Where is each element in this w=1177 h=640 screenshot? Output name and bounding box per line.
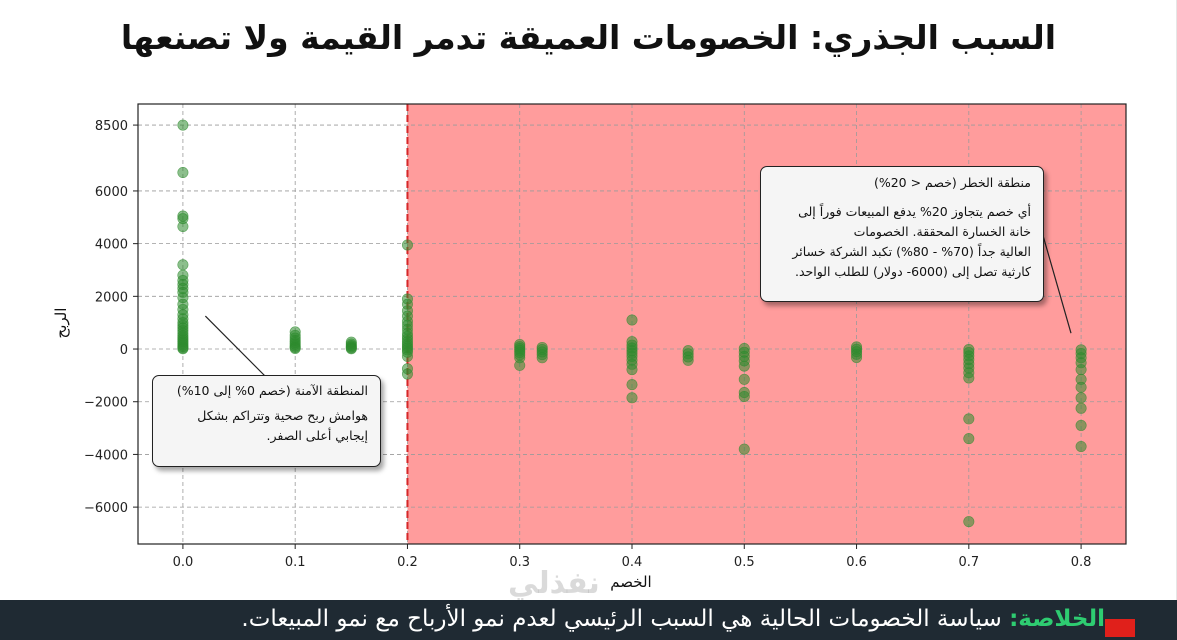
conclusion-text: الخلاصة: سياسة الخصومات الحالية هي السبب… — [241, 606, 1105, 632]
x-axis-label: الخصم — [610, 573, 651, 591]
danger-callout-line — [1041, 231, 1072, 334]
data-point — [1075, 419, 1087, 431]
y-tick-label: −6000 — [84, 501, 128, 516]
data-point — [851, 351, 863, 363]
conclusion-label: الخلاصة: — [1009, 606, 1105, 632]
data-point — [401, 368, 413, 380]
safe-annotation-line: إيجابي أعلى الصفر. — [266, 428, 368, 443]
x-tick-label: 0.0 — [173, 555, 194, 570]
data-point — [1075, 392, 1087, 404]
danger-annotation-line: العالية جداً (70% - 80%) تكبد الشركة خسا… — [792, 244, 1031, 259]
safe-annotation-title: المنطقة الآمنة (خصم 0% إلى 10%) — [176, 383, 368, 398]
watermark-text: نفذلي — [508, 566, 600, 601]
y-tick-label: −2000 — [84, 396, 128, 411]
y-tick-label: 6000 — [95, 185, 128, 200]
x-tick-label: 0.3 — [509, 555, 530, 570]
data-point — [963, 516, 975, 528]
danger-annotation-line: أي خصم يتجاوز 20% يدفع المبيعات فوراً إل… — [798, 204, 1031, 219]
y-tick-label: 2000 — [95, 290, 128, 305]
data-point — [738, 390, 750, 402]
danger-zone-annotation: منطقة الخطر (خصم < 20%) أي خصم يتجاوز 20… — [760, 166, 1044, 302]
data-point — [177, 259, 189, 271]
data-point — [738, 443, 750, 455]
data-point — [963, 372, 975, 384]
x-tick-label: 0.2 — [397, 555, 418, 570]
safe-annotation-line: هوامش ربح صحية وتتراكم بشكل — [197, 408, 368, 423]
data-point — [345, 343, 357, 355]
y-tick-label: 8500 — [95, 119, 128, 134]
safe-callout-line — [204, 315, 267, 378]
data-point — [626, 392, 638, 404]
data-point — [1075, 381, 1087, 393]
data-point — [1075, 364, 1087, 376]
y-axis-label: الربح — [52, 308, 70, 339]
x-tick-label: 0.1 — [285, 555, 306, 570]
y-tick-label: 0 — [120, 343, 128, 358]
danger-annotation-line: خانة الخسارة المحققة. الخصومات — [853, 224, 1031, 239]
data-point — [401, 350, 413, 362]
data-point — [626, 314, 638, 326]
conclusion-banner: الخلاصة: سياسة الخصومات الحالية هي السبب… — [0, 600, 1177, 640]
data-point — [738, 373, 750, 385]
data-point — [177, 221, 189, 233]
data-point — [1075, 441, 1087, 453]
y-tick-label: −4000 — [84, 448, 128, 463]
alert-flag-icon — [1105, 619, 1135, 637]
data-point — [401, 239, 413, 251]
x-tick-label: 0.7 — [958, 555, 979, 570]
danger-annotation-line: كارثية تصل إلى (6000- دولار) للطلب الواح… — [794, 264, 1031, 279]
page-title: السبب الجذري: الخصومات العميقة تدمر القي… — [120, 18, 1057, 57]
data-point — [289, 343, 301, 355]
data-point — [963, 433, 975, 445]
data-point — [626, 364, 638, 376]
data-point — [963, 413, 975, 425]
x-tick-label: 0.4 — [622, 555, 643, 570]
data-point — [1075, 402, 1087, 414]
data-point — [536, 352, 548, 364]
x-tick-label: 0.5 — [734, 555, 755, 570]
danger-annotation-title: منطقة الخطر (خصم < 20%) — [873, 175, 1031, 190]
data-point — [177, 167, 189, 179]
data-point — [682, 354, 694, 366]
data-point — [514, 359, 526, 371]
safe-zone-annotation: المنطقة الآمنة (خصم 0% إلى 10%) هوامش رب… — [152, 375, 381, 467]
y-tick-label: 4000 — [95, 238, 128, 253]
conclusion-body: سياسة الخصومات الحالية هي السبب الرئيسي … — [241, 606, 1010, 632]
data-point — [626, 379, 638, 391]
data-point — [177, 343, 189, 355]
x-tick-label: 0.6 — [846, 555, 867, 570]
data-point — [177, 119, 189, 131]
x-tick-label: 0.8 — [1071, 555, 1092, 570]
data-point — [738, 360, 750, 372]
